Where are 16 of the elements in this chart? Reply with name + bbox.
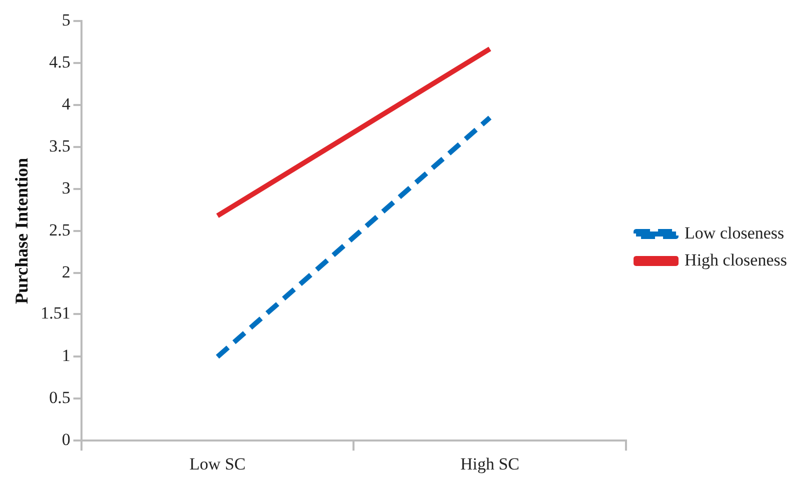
y-tick-label: 4.5 <box>49 52 70 72</box>
y-tick-label: 3.5 <box>49 136 70 156</box>
y-tick-label: 1 <box>62 346 70 366</box>
y-tick-label: 1.51 <box>40 303 70 322</box>
x-tick-label: Low SC <box>189 454 246 474</box>
y-tick-label: 3 <box>62 178 70 198</box>
x-tick-label: High SC <box>460 454 520 474</box>
legend-label: Low closeness <box>684 223 784 242</box>
y-axis-title: Purchase Intention <box>11 158 32 304</box>
legend-label: High closeness <box>684 250 788 270</box>
y-tick-label: 5 <box>62 10 70 30</box>
y-tick-label: 0 <box>62 430 70 450</box>
y-tick-label: 2.5 <box>49 220 70 240</box>
y-tick-label: 4 <box>62 94 71 114</box>
y-tick-label: 0.5 <box>49 388 70 408</box>
y-tick-label: 2 <box>62 262 70 282</box>
